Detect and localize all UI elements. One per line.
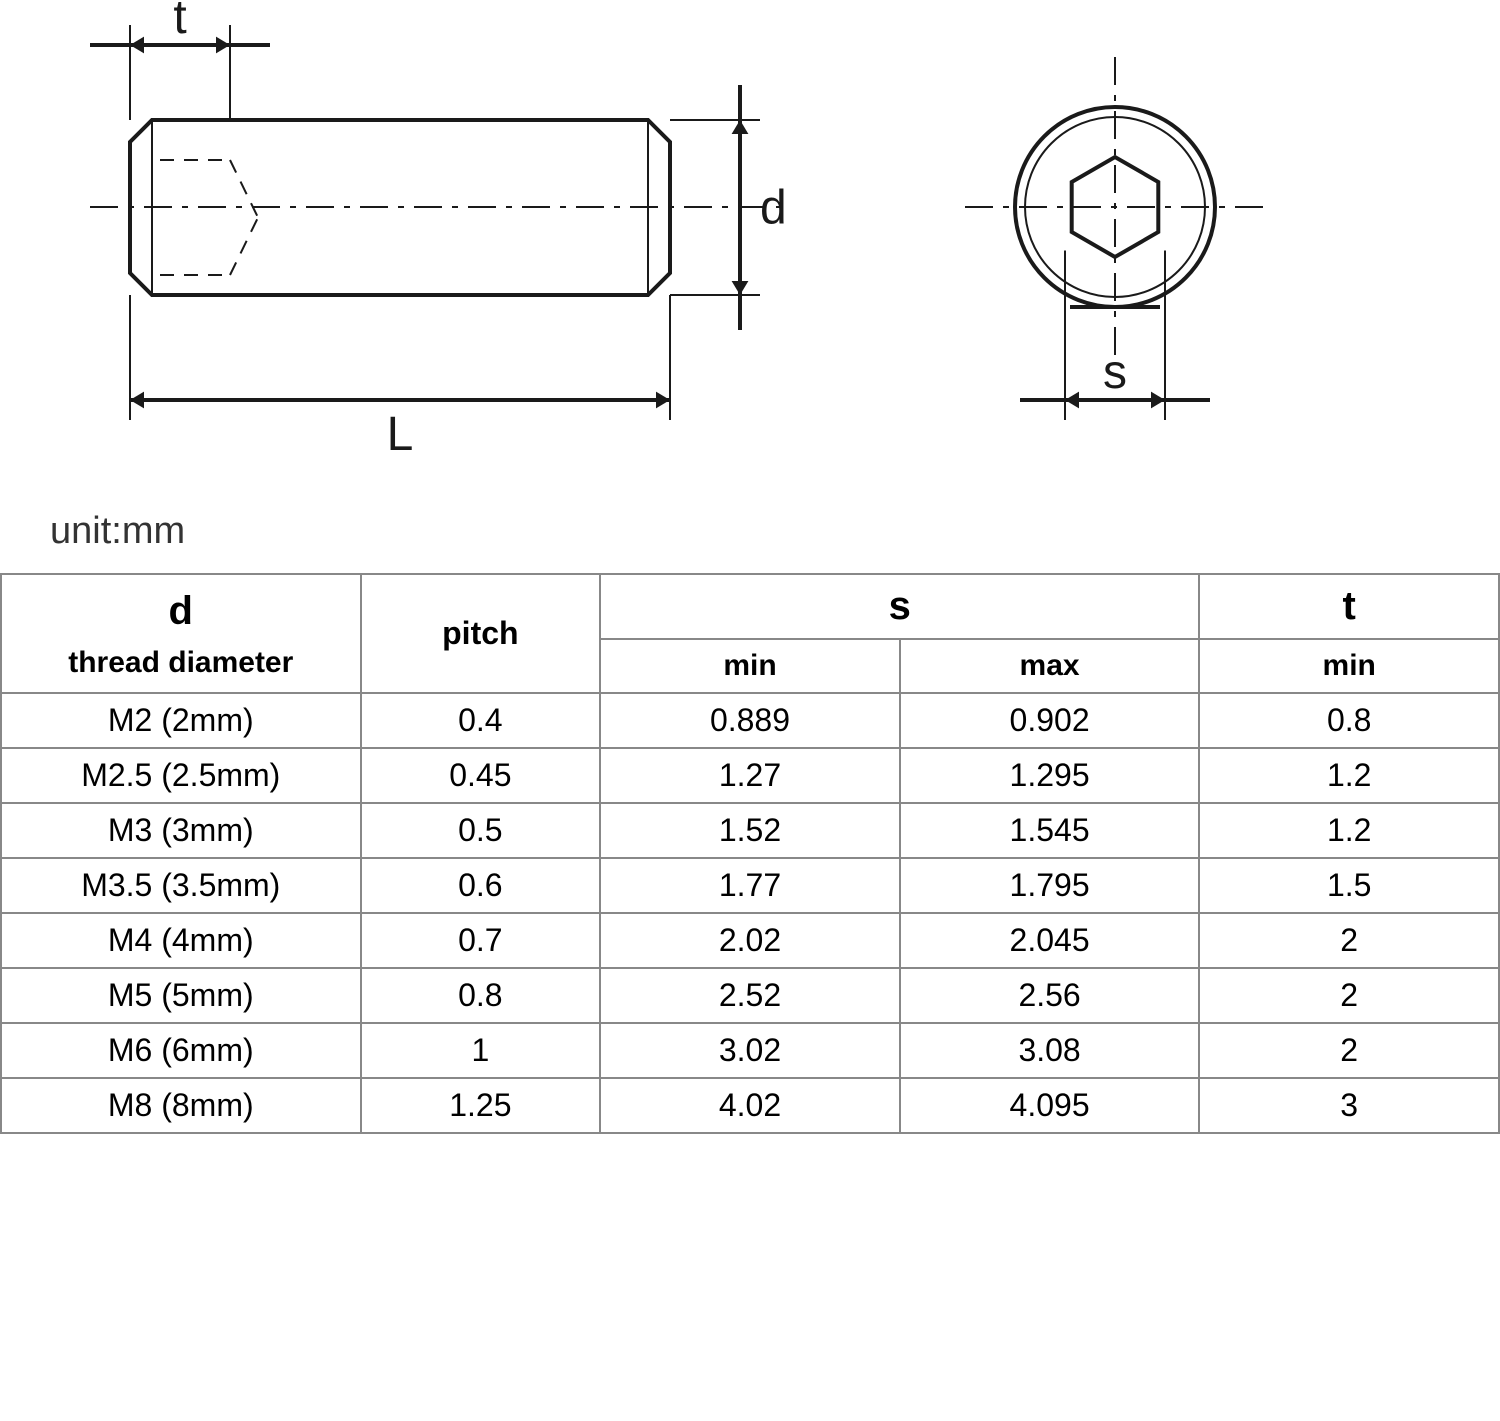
cell-s_max: 0.902: [900, 693, 1200, 748]
cell-d: M2.5 (2.5mm): [1, 748, 361, 803]
col-header-pitch: pitch: [361, 574, 601, 693]
table-row: M8 (8mm)1.254.024.0953: [1, 1078, 1499, 1133]
cell-s_max: 1.545: [900, 803, 1200, 858]
svg-text:L: L: [387, 408, 414, 461]
cell-t_min: 2: [1199, 1023, 1499, 1078]
cell-s_min: 0.889: [600, 693, 900, 748]
cell-s_max: 4.095: [900, 1078, 1200, 1133]
spec-table: d thread diameter pitch s t min max min …: [0, 573, 1500, 1134]
cell-pitch: 1: [361, 1023, 601, 1078]
col-header-t-min: min: [1199, 639, 1499, 693]
cell-pitch: 1.25: [361, 1078, 601, 1133]
cell-t_min: 1.2: [1199, 748, 1499, 803]
cell-s_min: 4.02: [600, 1078, 900, 1133]
table-row: M4 (4mm)0.72.022.0452: [1, 913, 1499, 968]
cell-pitch: 0.8: [361, 968, 601, 1023]
technical-diagram: t Ld s: [0, 0, 1500, 500]
cell-t_min: 2: [1199, 968, 1499, 1023]
cell-t_min: 3: [1199, 1078, 1499, 1133]
cell-s_max: 3.08: [900, 1023, 1200, 1078]
table-row: M3.5 (3.5mm)0.61.771.7951.5: [1, 858, 1499, 913]
cell-s_min: 2.02: [600, 913, 900, 968]
cell-s_min: 1.52: [600, 803, 900, 858]
cell-d: M6 (6mm): [1, 1023, 361, 1078]
cell-d: M3.5 (3.5mm): [1, 858, 361, 913]
unit-label: unit:mm: [0, 500, 1500, 573]
table-row: M3 (3mm)0.51.521.5451.2: [1, 803, 1499, 858]
table-row: M5 (5mm)0.82.522.562: [1, 968, 1499, 1023]
cell-t_min: 1.5: [1199, 858, 1499, 913]
cell-s_min: 1.77: [600, 858, 900, 913]
cell-s_max: 2.56: [900, 968, 1200, 1023]
cell-s_max: 1.295: [900, 748, 1200, 803]
svg-text:d: d: [760, 182, 787, 235]
col-header-s: s: [600, 574, 1199, 639]
svg-text:s: s: [1103, 346, 1127, 399]
cell-t_min: 1.2: [1199, 803, 1499, 858]
col-header-s-min: min: [600, 639, 900, 693]
cell-pitch: 0.4: [361, 693, 601, 748]
cell-pitch: 0.5: [361, 803, 601, 858]
cell-d: M2 (2mm): [1, 693, 361, 748]
cell-d: M3 (3mm): [1, 803, 361, 858]
table-body: M2 (2mm)0.40.8890.9020.8M2.5 (2.5mm)0.45…: [1, 693, 1499, 1133]
cell-pitch: 0.45: [361, 748, 601, 803]
col-header-d: d thread diameter: [1, 574, 361, 693]
table-row: M6 (6mm)13.023.082: [1, 1023, 1499, 1078]
table-row: M2.5 (2.5mm)0.451.271.2951.2: [1, 748, 1499, 803]
col-d-big: d: [14, 583, 348, 639]
cell-s_max: 1.795: [900, 858, 1200, 913]
cell-s_min: 1.27: [600, 748, 900, 803]
cell-pitch: 0.6: [361, 858, 601, 913]
screw-drawing-svg: t Ld s: [0, 0, 1500, 500]
cell-d: M4 (4mm): [1, 913, 361, 968]
table-row: M2 (2mm)0.40.8890.9020.8: [1, 693, 1499, 748]
cell-t_min: 0.8: [1199, 693, 1499, 748]
cell-d: M8 (8mm): [1, 1078, 361, 1133]
col-header-t: t: [1199, 574, 1499, 639]
svg-text:t: t: [173, 0, 186, 44]
col-d-sub: thread diameter: [68, 646, 293, 679]
cell-s_min: 3.02: [600, 1023, 900, 1078]
cell-t_min: 2: [1199, 913, 1499, 968]
cell-d: M5 (5mm): [1, 968, 361, 1023]
cell-s_max: 2.045: [900, 913, 1200, 968]
cell-pitch: 0.7: [361, 913, 601, 968]
col-header-s-max: max: [900, 639, 1200, 693]
cell-s_min: 2.52: [600, 968, 900, 1023]
